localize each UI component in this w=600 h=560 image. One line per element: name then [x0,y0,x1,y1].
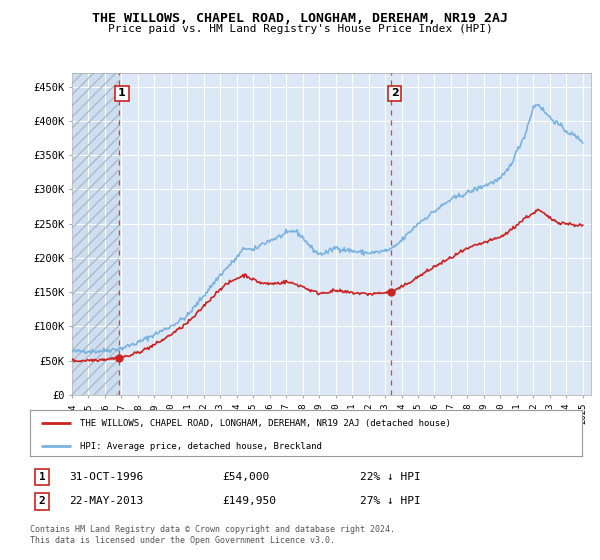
Text: 2: 2 [38,496,46,506]
Text: 31-OCT-1996: 31-OCT-1996 [69,472,143,482]
Text: £149,950: £149,950 [222,496,276,506]
Text: £54,000: £54,000 [222,472,269,482]
Text: Price paid vs. HM Land Registry's House Price Index (HPI): Price paid vs. HM Land Registry's House … [107,24,493,34]
Text: 22-MAY-2013: 22-MAY-2013 [69,496,143,506]
Bar [72,73,119,395]
Text: THE WILLOWS, CHAPEL ROAD, LONGHAM, DEREHAM, NR19 2AJ (detached house): THE WILLOWS, CHAPEL ROAD, LONGHAM, DEREH… [80,419,451,428]
Text: 2: 2 [391,88,398,99]
Bar [72,73,119,395]
Text: THE WILLOWS, CHAPEL ROAD, LONGHAM, DEREHAM, NR19 2AJ: THE WILLOWS, CHAPEL ROAD, LONGHAM, DEREH… [92,12,508,25]
Text: Contains HM Land Registry data © Crown copyright and database right 2024.
This d: Contains HM Land Registry data © Crown c… [30,525,395,545]
Text: 27% ↓ HPI: 27% ↓ HPI [360,496,421,506]
Text: 1: 1 [118,88,126,99]
Text: 22% ↓ HPI: 22% ↓ HPI [360,472,421,482]
Text: 1: 1 [38,472,46,482]
Bar [72,73,119,395]
Text: HPI: Average price, detached house, Breckland: HPI: Average price, detached house, Brec… [80,442,322,451]
